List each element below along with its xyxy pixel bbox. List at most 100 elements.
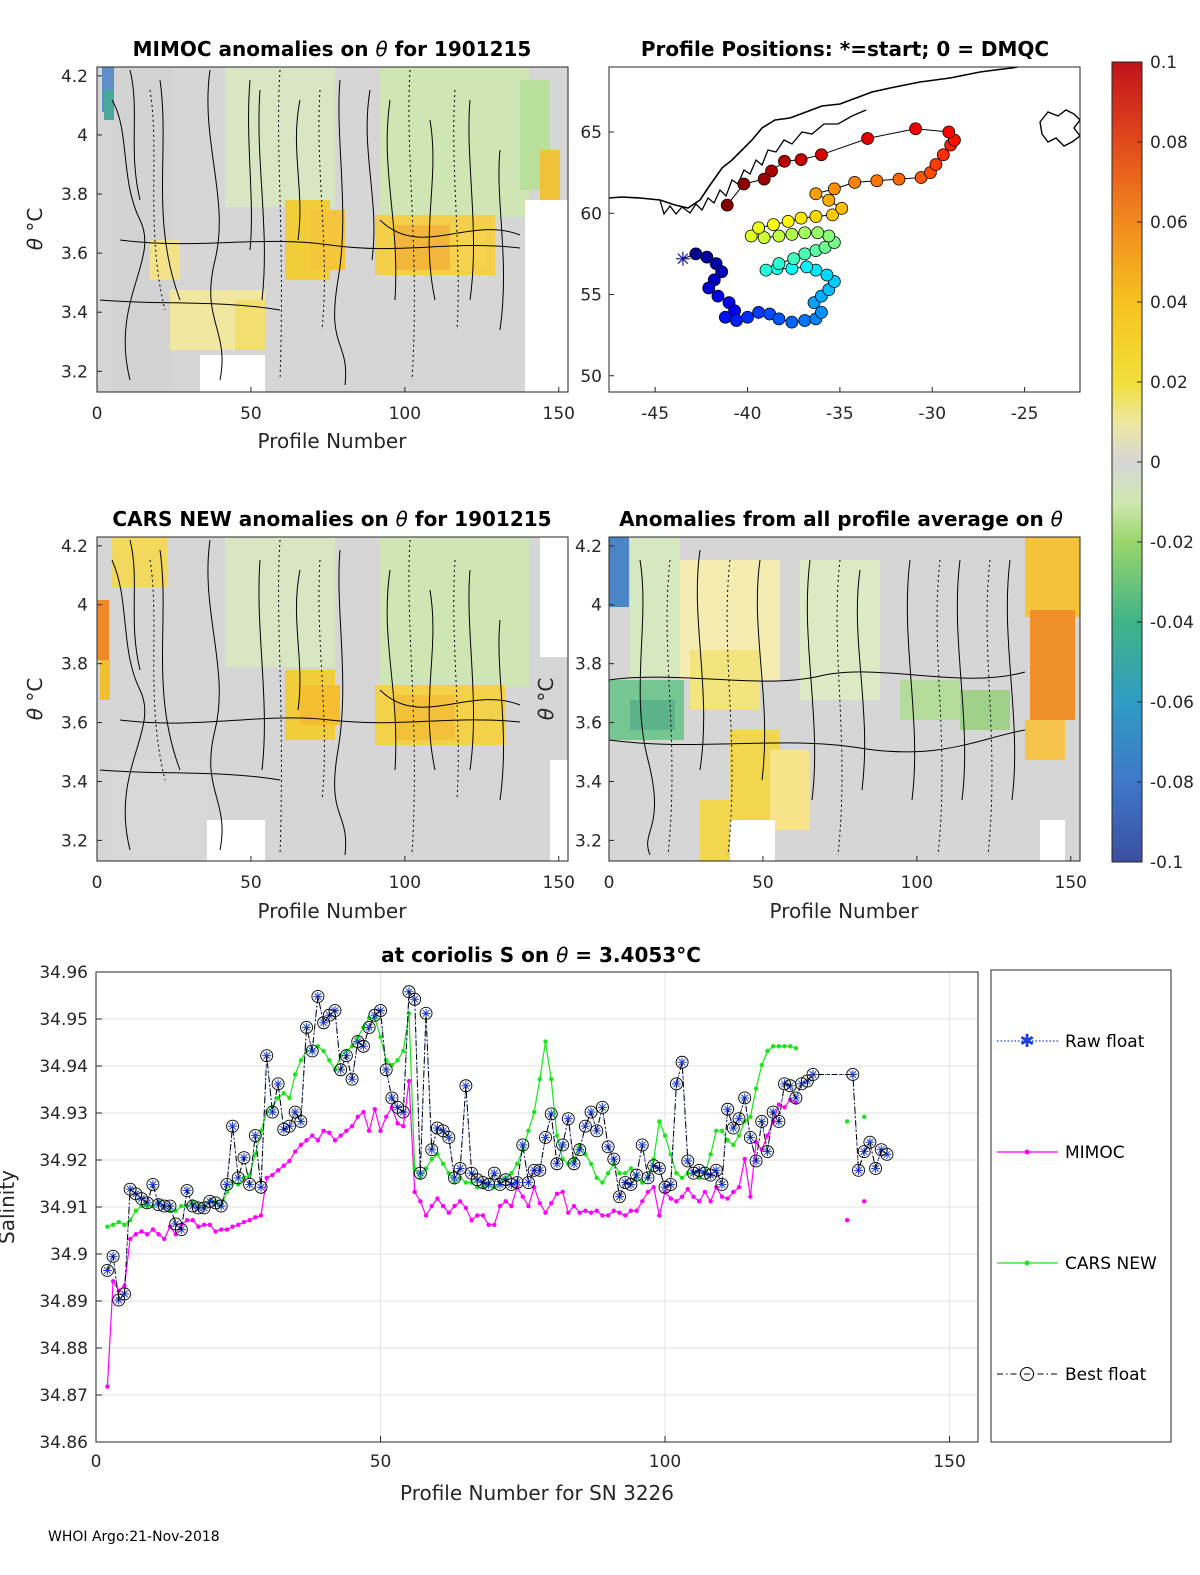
mimoc-point xyxy=(463,1205,469,1211)
mimoc-point xyxy=(145,1232,150,1237)
best-point xyxy=(100,1263,114,1277)
x-tick-label: 50 xyxy=(752,873,774,893)
profile-marker xyxy=(822,193,836,207)
best-point xyxy=(283,1119,296,1133)
mimoc-point xyxy=(617,1210,622,1215)
y-tick-label: 34.86 xyxy=(39,1433,88,1453)
best-point xyxy=(482,1177,496,1191)
positions-title: Profile Positions: *=start; 0 = DMQC xyxy=(641,37,1049,61)
best-point xyxy=(152,1198,166,1212)
best-point xyxy=(749,1154,763,1168)
cars-point xyxy=(736,1133,742,1138)
best-point xyxy=(761,1145,774,1158)
mimoc-point xyxy=(327,1130,332,1135)
raw-point xyxy=(296,1116,306,1126)
cars-point xyxy=(662,1133,668,1138)
cars-ticks: 0 50 100 150 3.2 3.4 3.6 3.8 4 4.2 xyxy=(61,537,575,893)
cars-point xyxy=(725,1138,730,1143)
y-tick-label: 3.6 xyxy=(575,714,602,734)
mimoc-point xyxy=(566,1210,571,1215)
mimoc-point xyxy=(258,1213,264,1218)
colorbar-tick-label: -0.1 xyxy=(1150,853,1183,873)
mimoc-point xyxy=(634,1208,639,1213)
best-point xyxy=(573,1143,587,1157)
profile-marker xyxy=(757,231,771,245)
cars-point xyxy=(788,1044,793,1049)
best-point xyxy=(715,1177,729,1191)
mimoc-point xyxy=(241,1219,247,1225)
best-point xyxy=(362,1021,376,1034)
mimoc-point xyxy=(668,1196,673,1201)
y-tick-label: 65 xyxy=(580,123,602,143)
profile-marker xyxy=(826,208,839,222)
profile-marker xyxy=(772,312,786,326)
y-tick-label: 34.9 xyxy=(50,1245,88,1265)
footer-note: WHOI Argo:21-Nov-2018 xyxy=(48,1529,220,1545)
mimoc-point xyxy=(594,1208,599,1213)
cars-point xyxy=(679,1175,685,1181)
best-point xyxy=(294,1115,308,1128)
mimoc-point xyxy=(537,1201,543,1206)
y-tick-label: 3.6 xyxy=(61,714,88,734)
colorbar: 0.1 0.08 0.06 0.04 0.02 0 -0.02 -0.04 -0.06 -0.08… xyxy=(1111,53,1194,873)
best-point xyxy=(214,1199,228,1213)
series-mimoc xyxy=(105,1079,866,1389)
best-point xyxy=(869,1162,883,1175)
mimoc-point xyxy=(213,1229,218,1234)
best-point xyxy=(658,1180,672,1194)
best-point xyxy=(664,1177,678,1191)
mimoc-point xyxy=(127,1236,133,1242)
best-point xyxy=(795,1077,809,1091)
profile-marker xyxy=(766,218,780,232)
x-tick-label: 50 xyxy=(370,1452,392,1472)
salinity-title: at coriolis S on θ = 3.4053°C xyxy=(381,943,701,967)
profile-marker xyxy=(759,263,773,277)
positions-ticks: -45 -40 -35 -30 -25 50 55 60 65 xyxy=(580,123,1038,424)
y-tick-label: 4 xyxy=(77,596,88,616)
mimoc-point xyxy=(139,1229,144,1234)
y-tick-label: 3.8 xyxy=(61,655,88,675)
best-point xyxy=(487,1166,501,1180)
best-point xyxy=(726,1121,740,1135)
mimoc-point xyxy=(236,1222,241,1228)
profile-marker xyxy=(809,187,823,201)
best-point xyxy=(510,1176,524,1190)
best-point xyxy=(226,1119,240,1133)
mimoc-point xyxy=(640,1199,645,1204)
mimoc-point xyxy=(742,1156,747,1162)
cars-point xyxy=(543,1039,548,1044)
best-point xyxy=(470,1173,484,1187)
mimoc-point xyxy=(355,1114,360,1119)
avg-ylabel: θ °C xyxy=(534,678,558,721)
cars-point xyxy=(600,1180,605,1185)
raw-point xyxy=(216,1201,226,1211)
mimoc-point xyxy=(782,1105,787,1110)
mimoc-point xyxy=(218,1227,224,1232)
cars-point xyxy=(657,1119,662,1124)
mimoc-point xyxy=(685,1186,690,1192)
mimoc-point xyxy=(384,1114,389,1119)
cars-point xyxy=(122,1222,127,1228)
best-point xyxy=(459,1079,473,1093)
best-point xyxy=(607,1152,621,1166)
best-point xyxy=(379,1063,393,1077)
legend-raw-label: Raw float xyxy=(1065,1032,1145,1052)
best-point xyxy=(652,1162,666,1175)
best-point xyxy=(345,1072,359,1086)
best-point xyxy=(300,1021,313,1034)
mimoc-point xyxy=(275,1168,281,1173)
mimoc-point xyxy=(452,1203,457,1209)
mimoc-point xyxy=(679,1194,685,1199)
mimoc-point xyxy=(378,1128,383,1134)
mimoc-point xyxy=(156,1232,161,1237)
mimoc-point xyxy=(184,1217,190,1223)
mimoc-point xyxy=(207,1222,213,1228)
mimoc-point xyxy=(457,1199,463,1204)
best-point xyxy=(556,1138,570,1152)
cars-point xyxy=(628,1166,634,1171)
cars-panel: CARS NEW anomalies on θ for 1901215 0 50 1… xyxy=(23,507,575,923)
mimoc-point xyxy=(702,1189,708,1195)
mimoc-point xyxy=(406,1078,412,1084)
profile-marker xyxy=(811,226,825,240)
best-point xyxy=(419,1006,433,1020)
